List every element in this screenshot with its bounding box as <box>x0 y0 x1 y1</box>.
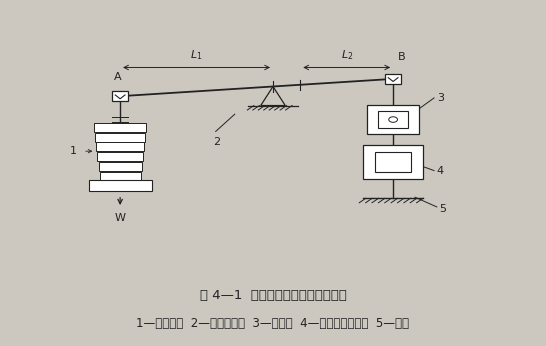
Text: 1—标准砝码  2—不等臂杠杆  3—反向器  4—被检称重传感器  5—基础: 1—标准砝码 2—不等臂杠杆 3—反向器 4—被检称重传感器 5—基础 <box>136 317 410 330</box>
Text: $L_2$: $L_2$ <box>341 48 353 62</box>
Text: B: B <box>397 52 405 62</box>
Text: 3: 3 <box>437 93 444 103</box>
Bar <box>98 162 142 171</box>
Text: 4: 4 <box>437 166 444 175</box>
Bar <box>385 74 401 84</box>
Bar <box>96 143 144 151</box>
Bar <box>99 172 141 180</box>
Text: $L_1$: $L_1$ <box>191 48 203 62</box>
Bar <box>95 133 145 142</box>
Bar <box>112 91 128 101</box>
Bar <box>376 152 411 172</box>
Text: 图 4—1  杠杆式力标准机工作原理图: 图 4—1 杠杆式力标准机工作原理图 <box>199 289 347 302</box>
Bar <box>378 111 408 128</box>
Bar <box>367 105 419 134</box>
Text: 1: 1 <box>70 146 77 156</box>
Bar <box>363 145 423 179</box>
Text: 2: 2 <box>213 137 220 147</box>
Text: W: W <box>115 213 126 223</box>
Bar <box>94 123 146 132</box>
Bar <box>88 180 152 191</box>
Text: 5: 5 <box>440 204 447 213</box>
Bar <box>97 152 143 161</box>
Text: A: A <box>114 72 121 82</box>
